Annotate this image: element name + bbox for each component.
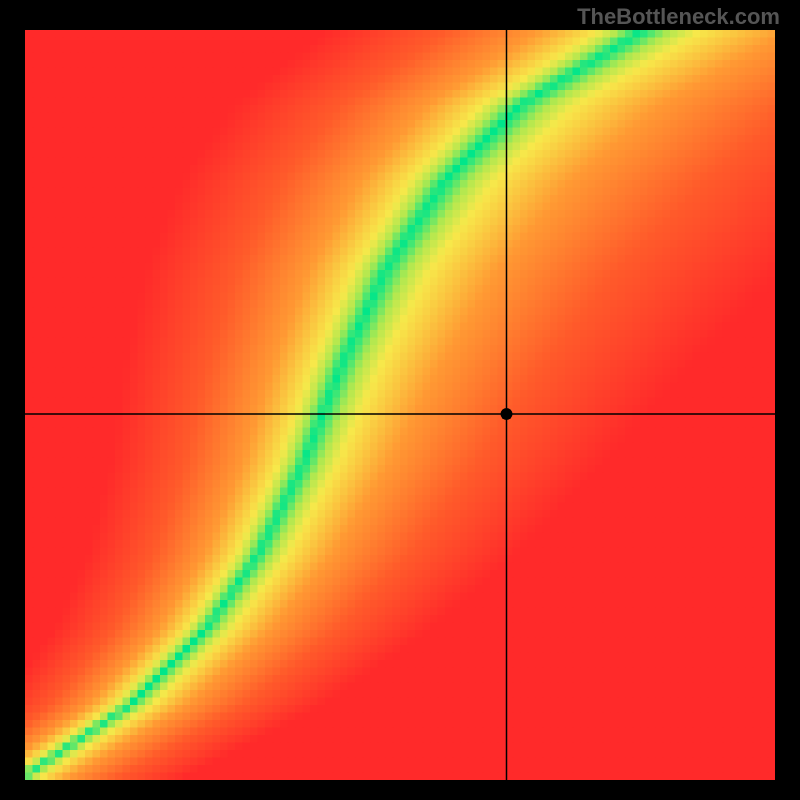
chart-container: TheBottleneck.com [0, 0, 800, 800]
watermark-label: TheBottleneck.com [577, 4, 780, 30]
bottleneck-heatmap [25, 30, 775, 780]
